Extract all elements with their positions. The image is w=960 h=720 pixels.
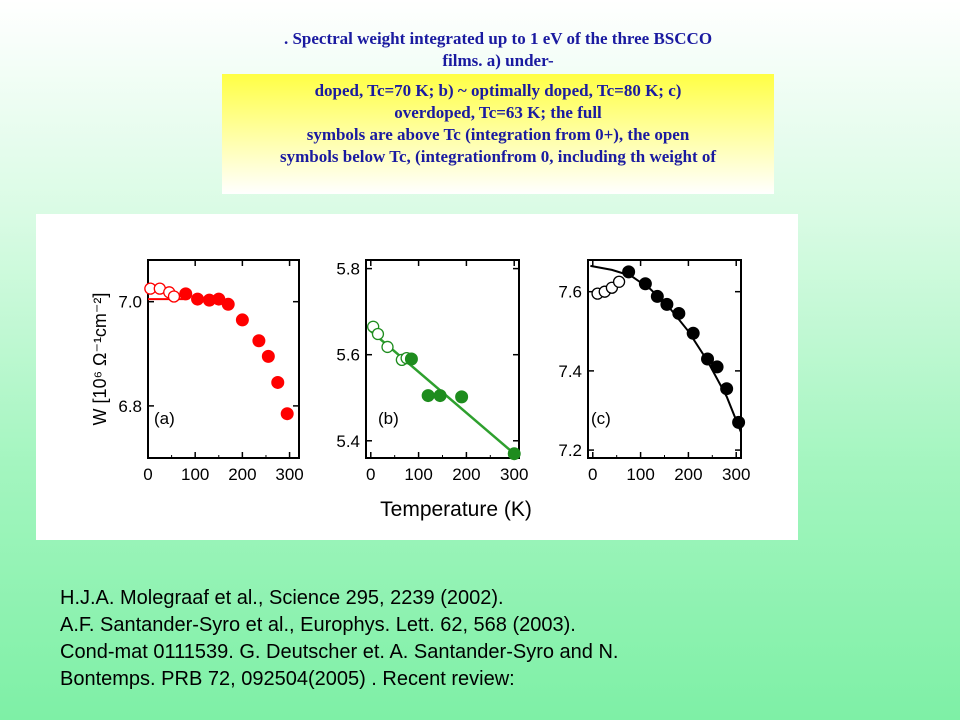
x-tick-label: 100 (404, 465, 432, 484)
y-tick-label: 5.8 (336, 260, 360, 279)
panel-label: (a) (154, 409, 175, 428)
spectral-weight-figure: 0 100 200 300 7.0 6.8 (a) 0 100 200 300 5.8 5.6 5.4 (b… (36, 214, 798, 540)
y-tick-label: 7.0 (118, 293, 142, 312)
filled-data-point (720, 382, 734, 396)
caption-line: symbols are above Tc (integration from 0… (306, 125, 690, 144)
x-tick-label: 300 (275, 465, 303, 484)
filled-data-point (732, 415, 746, 429)
x-axis-label: Temperature (K) (380, 498, 532, 521)
filled-data-point (235, 313, 249, 327)
y-tick-label: 7.2 (558, 441, 582, 460)
y-tick-label: 7.6 (558, 283, 582, 302)
filled-data-point (221, 297, 235, 311)
filled-data-point (622, 265, 636, 279)
x-tick-label: 100 (181, 465, 209, 484)
x-tick-label: 200 (452, 465, 480, 484)
x-tick-label: 0 (366, 465, 375, 484)
filled-data-point (179, 287, 193, 301)
reference-line: Bontemps. PRB 72, 092504(2005) . Recent … (60, 668, 515, 690)
panel-frame (147, 259, 300, 459)
filled-data-point (660, 297, 674, 311)
open-data-point (371, 327, 385, 341)
filled-data-point (455, 390, 469, 404)
x-tick-label: 300 (722, 465, 750, 484)
figure-caption-top: . Spectral weight integrated up to 1 eV … (222, 28, 774, 72)
x-tick-label: 0 (588, 465, 597, 484)
reference-line: H.J.A. Molegraaf et al., Science 295, 22… (60, 587, 504, 609)
open-data-point (612, 275, 626, 288)
caption-line: doped, Tc=70 K; b) ~ optimally doped, Tc… (314, 81, 682, 100)
caption-line: overdoped, Tc=63 K; the full (394, 103, 602, 122)
caption-line: films. a) under- (442, 51, 554, 70)
filled-data-point (701, 352, 715, 366)
caption-line: . Spectral weight integrated up to 1 eV … (283, 29, 713, 48)
x-tick-label: 0 (143, 465, 152, 484)
filled-data-point (650, 289, 664, 303)
filled-data-point (404, 352, 418, 366)
reference-line: A.F. Santander-Syro et al., Europhys. Le… (60, 614, 576, 636)
chart-svg: 0 100 200 300 7.0 6.8 (a) 0 100 200 300 5.8 5.6 5.4 (b… (90, 259, 750, 521)
filled-data-point (271, 375, 285, 389)
open-data-point (167, 290, 181, 303)
reference-line: Cond-mat 0111539. G. Deutscher et. A. Sa… (60, 641, 619, 663)
filled-data-point (280, 407, 294, 421)
filled-data-point (252, 334, 266, 348)
figure-caption-box: doped, Tc=70 K; b) ~ optimally doped, Tc… (222, 74, 774, 194)
y-tick-label: 5.4 (336, 432, 360, 451)
open-data-point (381, 340, 394, 354)
y-tick-label: 7.4 (558, 362, 582, 381)
filled-data-point (507, 447, 521, 461)
y-tick-label: 6.8 (118, 397, 142, 416)
filled-data-point (191, 292, 205, 306)
references: H.J.A. Molegraaf et al., Science 295, 22… (60, 585, 860, 693)
caption-line: symbols below Tc, (integrationfrom 0, in… (279, 147, 717, 166)
filled-data-point (710, 360, 724, 374)
filled-data-point (672, 306, 686, 320)
x-tick-label: 300 (500, 465, 528, 484)
filled-data-point (421, 389, 435, 403)
x-tick-label: 100 (626, 465, 654, 484)
filled-data-point (433, 389, 447, 403)
x-tick-label: 200 (674, 465, 702, 484)
panel-label: (c) (591, 409, 611, 428)
filled-data-point (686, 326, 700, 340)
y-tick-label: 5.6 (336, 346, 360, 365)
x-tick-label: 200 (228, 465, 256, 484)
filled-data-point (261, 349, 275, 363)
y-axis-label: W [10⁶ Ω⁻¹cm⁻²] (90, 293, 110, 426)
panel-frame (365, 259, 520, 459)
filled-data-point (638, 277, 652, 291)
panel-label: (b) (378, 409, 399, 428)
